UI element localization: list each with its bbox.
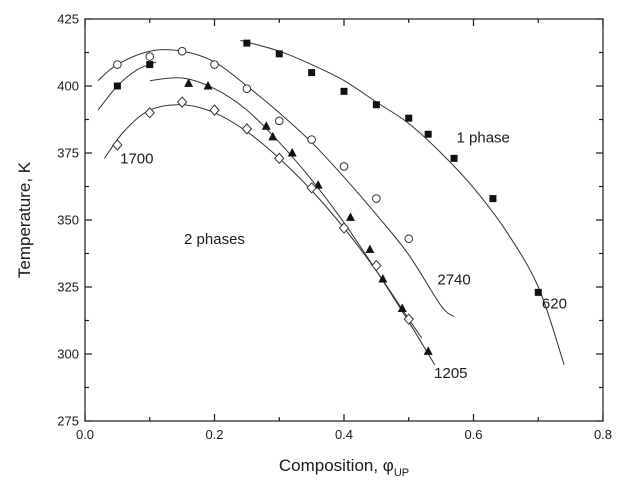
series-2740-point	[372, 194, 381, 203]
series-2740-fit-curve	[97, 49, 455, 317]
series-1700-point	[338, 222, 350, 234]
series-620-fit-curve	[240, 39, 565, 365]
series-620-point	[146, 61, 154, 69]
series-620-point	[489, 195, 497, 203]
x-axis-title: Composition, φUP	[279, 456, 409, 479]
annotation-label: 1700	[120, 151, 153, 168]
series-2740-point	[177, 46, 187, 56]
series-2740-point	[404, 234, 414, 244]
x-tick-label: 0.4	[335, 427, 353, 442]
series-1205-point	[203, 81, 213, 90]
series-2740-point	[210, 60, 219, 69]
y-axis-title: Temperature, K	[15, 161, 34, 278]
tick-labels: 0.0 0.2 0.4 0.6 0.8 275 300 325 350 375 400 425	[57, 12, 612, 443]
series-1700-fit-curve	[103, 104, 423, 339]
series-2740-point	[307, 135, 316, 144]
series-1700-point	[209, 104, 220, 116]
series-620-point	[275, 50, 283, 58]
series-1700-point	[144, 107, 155, 119]
series-620-point	[424, 130, 432, 138]
series-1700-point	[176, 96, 188, 108]
x-tick-label: 0.0	[76, 427, 94, 442]
series-1700-point	[371, 259, 382, 272]
series-1205-point	[261, 121, 271, 130]
series-1205-point	[287, 148, 297, 157]
series-620-fit-curve-left	[97, 61, 157, 111]
annotations: 1 phase 2 phases 1700 2740 620 1205	[120, 129, 567, 382]
series-1205-point	[345, 212, 355, 221]
fit-curves	[97, 39, 565, 365]
axis-ticks	[84, 18, 604, 422]
y-tick-label: 325	[57, 280, 79, 295]
series-620-point	[372, 101, 380, 109]
annotation-label: 620	[542, 295, 567, 312]
annotation-label: 2740	[437, 271, 470, 288]
series-1205-point	[365, 244, 375, 253]
x-tick-label: 0.2	[205, 427, 223, 442]
y-tick-label: 300	[57, 347, 79, 362]
annotation-label: 1205	[434, 365, 467, 382]
series-2740-point	[145, 52, 155, 61]
series-1700-point	[241, 123, 253, 135]
annotation-label: 1 phase	[457, 129, 510, 146]
series-2740-point	[339, 162, 349, 171]
series-1205-point	[313, 180, 323, 189]
series-2740-point	[242, 84, 252, 93]
annotation-label: 2 phases	[184, 231, 245, 248]
series-1205-point	[397, 303, 407, 312]
series-620-point	[534, 288, 542, 296]
series-1700-point	[112, 139, 123, 151]
series-620-point	[308, 69, 316, 77]
x-tick-label: 0.8	[594, 427, 612, 442]
y-tick-label: 350	[57, 213, 79, 228]
series-1700-point	[274, 152, 285, 165]
series-2740-point	[113, 60, 122, 69]
series-1700-point	[306, 182, 317, 194]
series-620-point	[113, 82, 121, 90]
series-620-point	[340, 87, 348, 95]
series-1205-point	[378, 273, 388, 283]
y-tick-label: 400	[57, 79, 79, 94]
series-1205-point	[268, 131, 278, 141]
y-tick-label: 425	[57, 12, 79, 27]
x-axis-title-subscript: UP	[394, 467, 409, 479]
x-tick-label: 0.6	[464, 427, 482, 442]
data-markers	[112, 39, 542, 355]
y-tick-label: 275	[57, 414, 79, 429]
series-620-point	[243, 39, 251, 47]
series-620-point	[450, 154, 458, 162]
series-1700-point	[403, 313, 414, 325]
series-1205-point	[423, 346, 433, 355]
y-tick-label: 375	[57, 146, 79, 161]
series-1205-fit-curve	[149, 77, 436, 365]
x-axis-title-main: Composition, φ	[279, 456, 394, 475]
series-1205-point	[184, 78, 194, 87]
series-2740-point	[274, 116, 284, 126]
series-620-point	[405, 114, 413, 122]
